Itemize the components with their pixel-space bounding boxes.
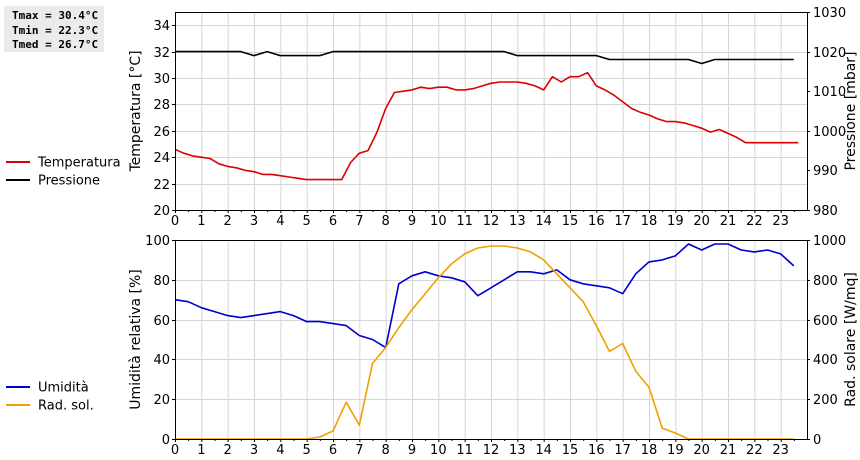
tmin-text: Tmin = 22.3°C [12, 23, 99, 37]
x-tick-label: 19 [667, 214, 684, 229]
y2-tick-label: 990 [813, 164, 838, 179]
y-tick-label: 20 [153, 204, 170, 219]
y2-axis-label: Pressione [mbar] [843, 51, 859, 170]
stats-box: Tmax = 30.4°C Tmin = 22.3°C Tmed = 26.7°… [4, 6, 104, 52]
plot-frame [175, 12, 808, 211]
x-tick-label: 7 [355, 443, 363, 458]
legend-label: Temperatura [37, 156, 121, 171]
x-tick-label: 3 [250, 443, 258, 458]
y2-tick-label: 1010 [813, 85, 846, 100]
x-tick-label: 22 [746, 443, 763, 458]
y2-axis-label: Rad. solare [W/mq] [843, 272, 859, 407]
x-tick-label: 11 [456, 443, 473, 458]
y2-tick-label: 200 [813, 393, 838, 408]
x-tick-label: 1 [197, 443, 205, 458]
y2-tick-label: 400 [813, 353, 838, 368]
x-tick-label: 6 [329, 443, 337, 458]
x-tick-label: 1 [197, 214, 205, 229]
y2-tick-label: 1000 [813, 234, 846, 249]
x-tick-label: 21 [720, 214, 737, 229]
x-tick-label: 4 [276, 214, 284, 229]
x-tick-label: 12 [483, 443, 500, 458]
x-tick-label: 7 [355, 214, 363, 229]
chart-panel-1: 0 1 2 3 4 5 6 7 8 9 10 11 12 13 14 15 16 17 18 19 20 21 22 2320… [6, 6, 859, 229]
x-tick-label: 9 [408, 443, 416, 458]
x-tick-label: 18 [641, 443, 658, 458]
y-tick-label: 40 [153, 353, 170, 368]
x-tick-label: 17 [614, 443, 631, 458]
x-tick-label: 12 [483, 214, 500, 229]
x-tick-label: 8 [382, 214, 390, 229]
y-tick-label: 26 [153, 125, 170, 140]
y-tick-label: 20 [153, 393, 170, 408]
y-tick-label: 24 [153, 151, 170, 166]
x-tick-label: 14 [535, 443, 552, 458]
y-tick-label: 34 [153, 19, 170, 34]
y2-tick-label: 0 [813, 433, 821, 448]
y-tick-label: 28 [153, 98, 170, 113]
y-axis-label: Temperatura [°C] [128, 50, 144, 172]
x-tick-label: 20 [693, 443, 710, 458]
x-tick-label: 16 [588, 214, 605, 229]
x-tick-label: 6 [329, 214, 337, 229]
x-tick-label: 21 [720, 443, 737, 458]
x-tick-label: 13 [509, 214, 526, 229]
legend-label: Pressione [38, 174, 100, 189]
x-tick-label: 2 [224, 443, 232, 458]
x-tick-label: 18 [641, 214, 658, 229]
x-tick-label: 4 [276, 443, 284, 458]
x-tick-label: 22 [746, 214, 763, 229]
x-tick-label: 13 [509, 443, 526, 458]
x-tick-label: 8 [382, 443, 390, 458]
legend-label: Rad. sol. [38, 399, 94, 414]
x-tick-label: 10 [430, 214, 447, 229]
y2-tick-label: 1000 [813, 125, 846, 140]
x-tick-label: 15 [562, 443, 579, 458]
x-tick-label: 17 [614, 214, 631, 229]
x-tick-label: 5 [303, 443, 311, 458]
x-tick-label: 2 [224, 214, 232, 229]
series-line-1 [174, 243, 795, 349]
x-tick-label: 20 [693, 214, 710, 229]
x-tick-label: 0 [171, 443, 179, 458]
y-tick-label: 0 [162, 433, 170, 448]
y2-tick-label: 800 [813, 274, 838, 289]
x-tick-label: 19 [667, 443, 684, 458]
x-tick-label: 23 [772, 214, 789, 229]
x-tick-label: 10 [430, 443, 447, 458]
y2-tick-label: 980 [813, 204, 838, 219]
plot-frame [175, 240, 808, 440]
x-tick-label: 9 [408, 214, 416, 229]
y2-tick-label: 1030 [813, 6, 846, 21]
y-tick-label: 100 [145, 234, 170, 249]
tmed-text: Tmed = 26.7°C [12, 38, 99, 51]
x-tick-label: 14 [535, 214, 552, 229]
x-tick-label: 5 [303, 214, 311, 229]
series-line-2 [175, 50, 794, 65]
x-tick-label: 23 [772, 443, 789, 458]
tmax-text: Tmax = 30.4°C [12, 9, 99, 22]
x-tick-label: 11 [456, 214, 473, 229]
x-tick-label: 16 [588, 443, 605, 458]
y-tick-label: 80 [153, 274, 170, 289]
x-tick-label: 15 [562, 214, 579, 229]
y2-tick-label: 1020 [813, 46, 846, 61]
y-tick-label: 30 [153, 72, 170, 87]
y-tick-label: 60 [153, 314, 170, 329]
x-tick-label: 3 [250, 214, 258, 229]
series-line-2 [175, 245, 794, 440]
y-axis-label: Umidità relativa [%] [128, 269, 144, 410]
y-tick-label: 32 [153, 46, 170, 61]
y-tick-label: 22 [153, 178, 170, 193]
series-line-1 [174, 71, 799, 181]
legend-label: Umidità [38, 381, 89, 396]
chart-panel-2: 0 1 2 3 4 5 6 7 8 9 10 11 12 13 14 15 16 17 18 19 20 21 22 2302… [6, 234, 859, 458]
y2-tick-label: 600 [813, 314, 838, 329]
x-tick-label: 0 [171, 214, 179, 229]
